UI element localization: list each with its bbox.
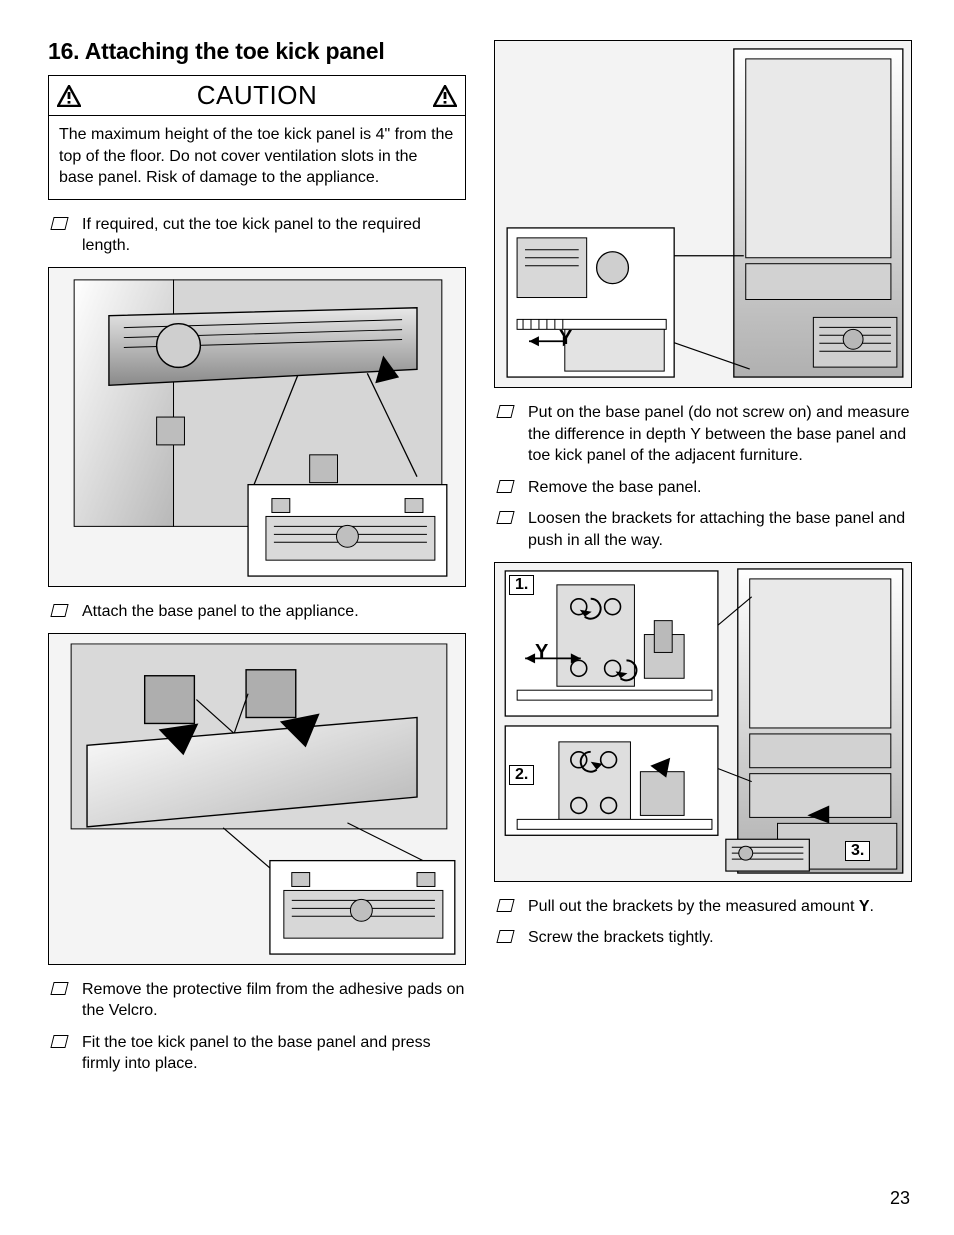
figure-step-label-2: 2. <box>509 765 534 785</box>
list-item: Remove the base panel. <box>494 477 912 499</box>
warning-icon <box>433 85 457 107</box>
figure-3: Y <box>494 40 912 388</box>
dimension-label-y: Y <box>559 327 572 350</box>
section-title: 16. Attaching the toe kick panel <box>48 38 466 65</box>
dimension-label-y: Y <box>535 641 548 664</box>
step-list-right-2: Pull out the brackets by the measured am… <box>494 896 912 949</box>
step-list-left-1: If required, cut the toe kick panel to t… <box>48 214 466 257</box>
list-item: Remove the protective film from the adhe… <box>48 979 466 1022</box>
figure-step-label-1: 1. <box>509 575 534 595</box>
figure-step-label-3: 3. <box>845 841 870 861</box>
list-item: If required, cut the toe kick panel to t… <box>48 214 466 257</box>
list-item: Screw the brackets tightly. <box>494 927 912 949</box>
list-item-text: Pull out the brackets by the measured am… <box>528 898 859 915</box>
figure-2 <box>48 633 466 965</box>
two-column-layout: 16. Attaching the toe kick panel CAUTION <box>48 38 912 1085</box>
list-item: Attach the base panel to the appliance. <box>48 601 466 623</box>
page-number: 23 <box>890 1188 910 1209</box>
list-item: Put on the base panel (do not screw on) … <box>494 402 912 467</box>
caution-box: CAUTION The maximum height of the toe ki… <box>48 75 466 200</box>
warning-icon <box>57 85 81 107</box>
figure-1 <box>48 267 466 587</box>
step-list-left-2: Attach the base panel to the appliance. <box>48 601 466 623</box>
caution-header: CAUTION <box>49 76 465 116</box>
list-item: Fit the toe kick panel to the base panel… <box>48 1032 466 1075</box>
left-column: 16. Attaching the toe kick panel CAUTION <box>48 38 466 1085</box>
list-item: Loosen the brackets for attaching the ba… <box>494 508 912 551</box>
step-list-left-3: Remove the protective film from the adhe… <box>48 979 466 1075</box>
figure-4: 1. Y 2. 3. <box>494 562 912 882</box>
list-item-text: . <box>870 898 874 915</box>
list-item-bold: Y <box>859 898 870 915</box>
right-column: Y Put on the base panel (do not screw on… <box>494 38 912 1085</box>
caution-title: CAUTION <box>197 80 318 111</box>
list-item: Pull out the brackets by the measured am… <box>494 896 912 918</box>
caution-body: The maximum height of the toe kick panel… <box>49 116 465 199</box>
step-list-right-1: Put on the base panel (do not screw on) … <box>494 402 912 552</box>
